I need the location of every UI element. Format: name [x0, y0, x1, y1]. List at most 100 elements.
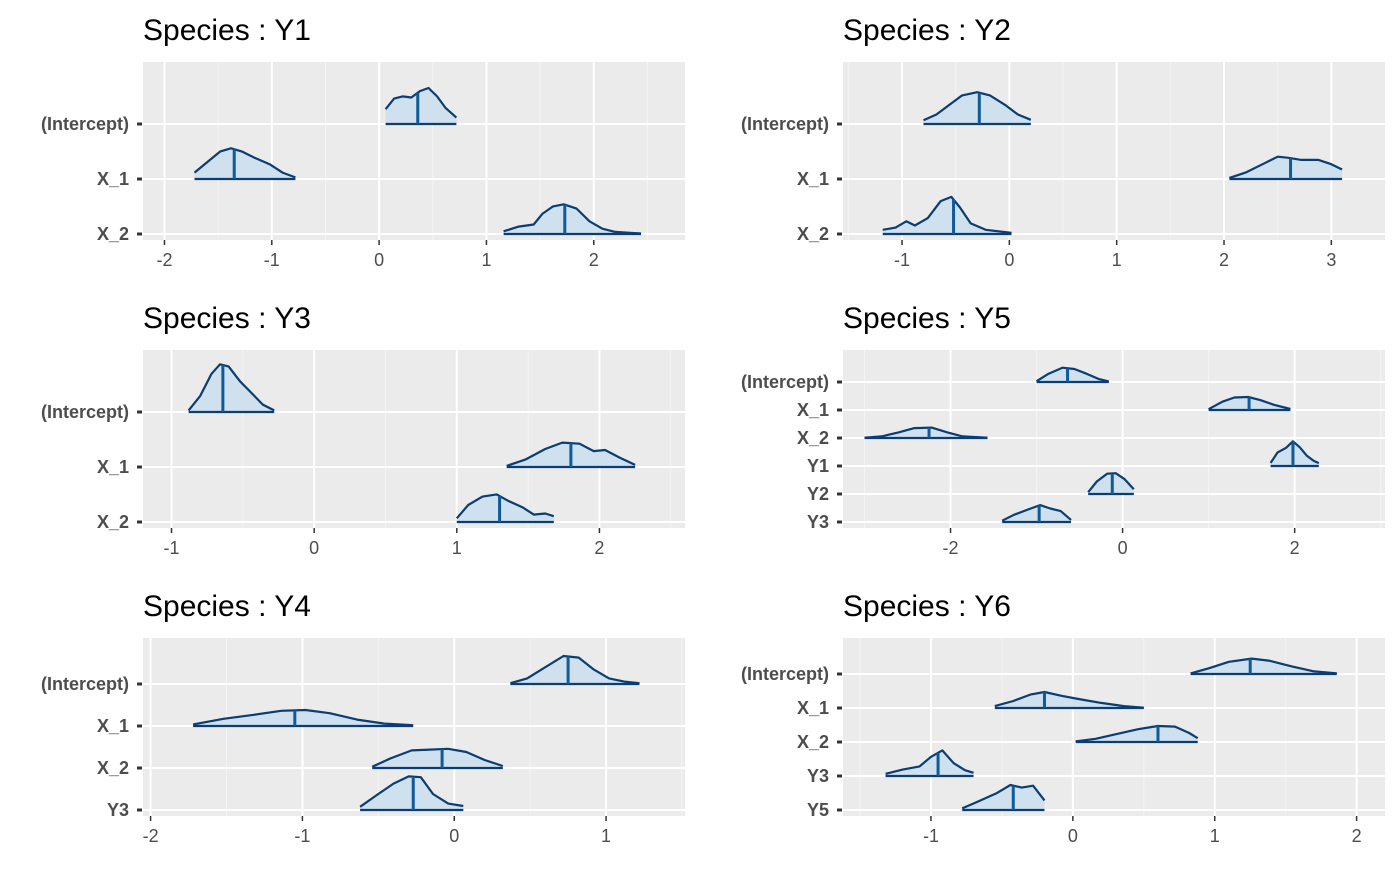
density-fill [360, 776, 464, 810]
x-tick-label: 0 [449, 826, 459, 846]
density-fill [923, 92, 1031, 124]
density-curve [864, 426, 988, 439]
x-tick-label: 0 [1004, 250, 1014, 270]
x-tick-label: 0 [1118, 538, 1128, 558]
density-curve [193, 147, 296, 179]
x-tick-label: 2 [589, 250, 599, 270]
density-fill [503, 204, 641, 234]
y-tick-label: X_1 [797, 400, 829, 420]
density-curve [384, 86, 458, 119]
y-tick-label: X_1 [797, 698, 829, 718]
density-curve [1208, 395, 1291, 411]
panel-background [843, 62, 1385, 240]
y-tick-label: X_1 [97, 716, 129, 736]
density-curve [1190, 657, 1337, 675]
density-curve [882, 195, 1012, 234]
density-curve [1036, 366, 1110, 383]
y-tick-label: Y3 [807, 512, 829, 532]
chart-panel: Species : Y4 (Intercept) X_1 X_2 Y3 -2 -1 0 1 [41, 590, 685, 846]
x-tick-label: -1 [264, 250, 280, 270]
panel-background [843, 638, 1385, 816]
density-curve [961, 783, 1046, 810]
x-tick-label: -1 [164, 538, 180, 558]
chart-panel: Species : Y3 (Intercept) X_1 X_2 -1 0 1 2 [41, 302, 685, 558]
y-tick-label: X_1 [97, 169, 129, 189]
density-curve [192, 708, 414, 727]
density-fill [962, 785, 1045, 810]
x-tick-label: 0 [309, 538, 319, 558]
x-tick-label: 2 [1352, 826, 1362, 846]
density-curve [1075, 724, 1199, 743]
panel-title: Species : Y5 [843, 302, 1011, 335]
y-tick-label: X_2 [797, 224, 829, 244]
x-tick-label: 1 [1210, 826, 1220, 846]
density-fill [1229, 156, 1343, 179]
panel-title: Species : Y6 [843, 590, 1011, 623]
x-tick-label: 2 [1219, 250, 1229, 270]
x-tick-label: 2 [1290, 538, 1300, 558]
density-curve [503, 203, 642, 235]
density-fill [1002, 505, 1071, 522]
density-fill [194, 148, 296, 179]
x-tick-label: 0 [1068, 826, 1078, 846]
y-tick-label: X_2 [97, 224, 129, 244]
x-tick-label: 1 [601, 826, 611, 846]
density-fill [193, 710, 414, 726]
density-curve [506, 441, 636, 467]
density-curve [455, 493, 555, 520]
density-fill [188, 364, 275, 412]
x-tick-label: 0 [374, 250, 384, 270]
chart-panel: Species : Y2 (Intercept) X_1 X_2 -1 0 1 2 3 [741, 14, 1385, 270]
y-tick-label: (Intercept) [741, 372, 829, 392]
y-tick-label: (Intercept) [41, 402, 129, 422]
y-tick-label: X_2 [97, 758, 129, 778]
x-tick-label: 1 [1112, 250, 1122, 270]
density-curve [510, 654, 640, 685]
panel-title: Species : Y1 [143, 14, 311, 47]
x-tick-label: -1 [294, 826, 310, 846]
density-fill [1270, 441, 1319, 466]
density-fill [510, 656, 640, 684]
y-tick-label: X_2 [97, 512, 129, 532]
density-curve [371, 747, 504, 768]
density-curve [359, 775, 464, 808]
y-tick-label: (Intercept) [741, 664, 829, 684]
y-tick-label: X_1 [97, 457, 129, 477]
density-curve [187, 363, 275, 412]
y-tick-label: (Intercept) [41, 674, 129, 694]
y-tick-label: (Intercept) [741, 114, 829, 134]
y-tick-label: Y2 [807, 484, 829, 504]
x-tick-label: 1 [452, 538, 462, 558]
density-fill [1075, 726, 1198, 742]
panel-title: Species : Y4 [143, 590, 311, 623]
y-tick-label: Y3 [807, 766, 829, 786]
x-tick-label: 3 [1326, 250, 1336, 270]
panel-title: Species : Y2 [843, 14, 1011, 47]
chart-panel: Species : Y6 (Intercept) X_1 X_2 Y3 Y5 -1 0 1 2 [741, 590, 1385, 846]
x-tick-label: 2 [594, 538, 604, 558]
density-curve [1269, 440, 1320, 465]
chart-panel: Species : Y1 (Intercept) X_1 X_2 -2 -1 0 1 2 [41, 14, 685, 270]
y-tick-label: X_1 [797, 169, 829, 189]
x-tick-label: -1 [894, 250, 910, 270]
y-tick-label: Y5 [807, 800, 829, 820]
chart-panel: Species : Y5 (Intercept) X_1 X_2 Y1 Y2 Y3 -2 0 2 [741, 302, 1385, 558]
y-tick-label: Y3 [107, 800, 129, 820]
x-tick-label: -2 [943, 538, 959, 558]
density-fill [456, 494, 554, 522]
density-curve [994, 690, 1144, 709]
y-tick-label: X_2 [797, 732, 829, 752]
panel-title: Species : Y3 [143, 302, 311, 335]
density-curve [1229, 155, 1343, 179]
density-fill [882, 196, 1012, 234]
x-tick-label: -1 [923, 826, 939, 846]
y-tick-label: (Intercept) [41, 114, 129, 134]
y-tick-label: Y1 [807, 456, 829, 476]
x-tick-label: -2 [143, 826, 159, 846]
x-tick-label: 1 [481, 250, 491, 270]
density-curve [923, 91, 1032, 122]
y-tick-label: X_2 [797, 428, 829, 448]
density-curve [1001, 504, 1072, 522]
